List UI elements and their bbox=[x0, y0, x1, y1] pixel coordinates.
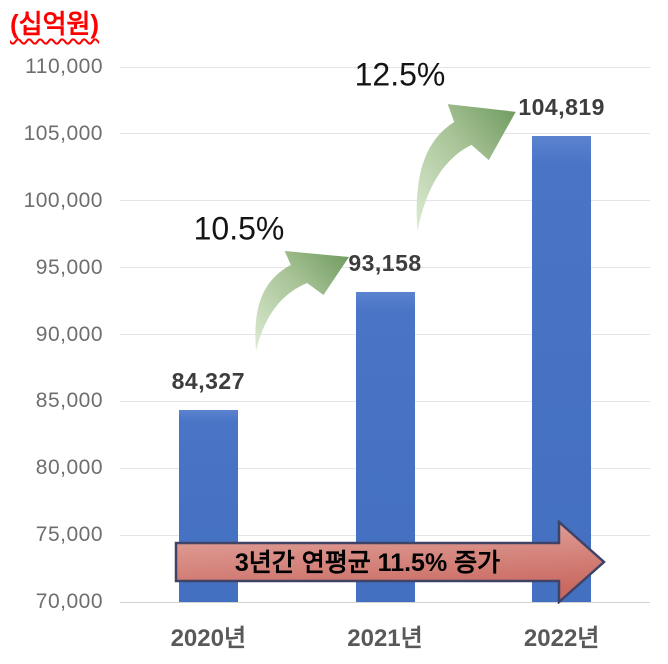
y-axis-tick-label: 80,000 bbox=[35, 456, 103, 480]
growth-arrow-2-icon bbox=[416, 104, 516, 232]
gridline bbox=[120, 267, 650, 269]
y-axis-tick-label: 100,000 bbox=[23, 188, 103, 212]
y-axis-tick-label: 90,000 bbox=[35, 322, 103, 346]
y-axis-tick-label: 85,000 bbox=[35, 389, 103, 413]
x-axis-category-label: 2020년 bbox=[170, 625, 247, 652]
y-axis-tick-label: 95,000 bbox=[35, 255, 103, 279]
growth-arrow-1-icon bbox=[255, 251, 349, 351]
gridline bbox=[120, 133, 650, 135]
banner-arrow-icon bbox=[174, 520, 606, 604]
y-axis-tick-label: 70,000 bbox=[35, 590, 103, 613]
x-axis-category-label: 2022년 bbox=[523, 625, 600, 652]
gridline bbox=[120, 601, 650, 603]
y-axis-tick-label: 75,000 bbox=[35, 523, 103, 547]
gridline bbox=[120, 66, 650, 68]
axis-unit-label: (십억원) bbox=[10, 9, 100, 39]
gridline bbox=[120, 200, 650, 202]
growth-rate-label-1: 10.5% bbox=[193, 210, 285, 247]
banner-label: 3년간 연평균 11.5% 증가 bbox=[234, 549, 501, 577]
bar-value-label: 104,819 bbox=[518, 94, 605, 121]
x-axis-category-label: 2021년 bbox=[347, 625, 423, 652]
y-axis-tick-label: 105,000 bbox=[23, 121, 103, 145]
growth-rate-label-2: 12.5% bbox=[354, 56, 446, 93]
bar-value-label: 84,327 bbox=[171, 368, 245, 395]
y-axis-tick-label: 110,000 bbox=[25, 55, 103, 78]
bar-value-label: 93,158 bbox=[348, 250, 422, 277]
